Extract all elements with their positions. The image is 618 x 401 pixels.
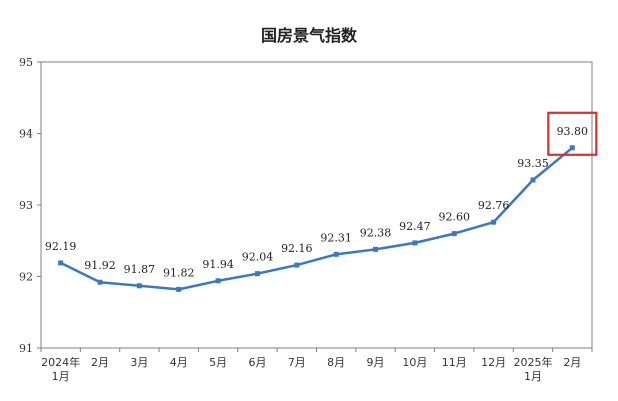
data-point xyxy=(58,260,64,266)
y-tick-label: 91 xyxy=(19,342,33,355)
data-label: 91.87 xyxy=(124,263,156,276)
data-label: 93.35 xyxy=(517,157,549,170)
y-axis: 91 92 93 94 95 xyxy=(19,56,41,355)
y-tick-label: 95 xyxy=(19,56,33,69)
x-tick-label: 1月 xyxy=(52,370,70,383)
data-label: 92.31 xyxy=(320,231,352,244)
data-point xyxy=(176,286,182,292)
x-tick-label: 2月 xyxy=(563,356,581,369)
data-label: 92.38 xyxy=(360,226,392,239)
x-tick-label: 6月 xyxy=(248,356,266,369)
x-tick-label: 11月 xyxy=(442,356,467,369)
data-point xyxy=(136,283,142,289)
data-label: 92.60 xyxy=(439,211,471,224)
data-label: 91.82 xyxy=(163,266,195,279)
data-label: 93.80 xyxy=(557,125,589,138)
data-point xyxy=(97,279,103,285)
data-point xyxy=(333,251,339,257)
data-point xyxy=(530,177,536,183)
data-points xyxy=(58,145,575,292)
data-point xyxy=(215,278,221,284)
data-label: 92.76 xyxy=(478,199,510,212)
data-label: 92.47 xyxy=(399,220,431,233)
x-tick-label: 7月 xyxy=(288,356,306,369)
data-point xyxy=(412,240,418,246)
data-label: 91.92 xyxy=(84,259,116,272)
data-point xyxy=(569,145,575,151)
data-label: 92.16 xyxy=(281,242,313,255)
chart-title: 国房景气指数 xyxy=(260,26,357,45)
data-point xyxy=(451,231,457,237)
x-tick-label: 9月 xyxy=(367,356,385,369)
x-tick-label: 8月 xyxy=(327,356,345,369)
x-tick-label: 4月 xyxy=(170,356,188,369)
y-tick-label: 92 xyxy=(19,271,33,284)
x-tick-label: 2025年 xyxy=(513,355,552,369)
series-line xyxy=(60,146,574,291)
highlight-box xyxy=(547,111,598,156)
data-label: 92.04 xyxy=(242,251,274,264)
x-tick-label: 5月 xyxy=(209,356,227,369)
data-point xyxy=(294,262,300,268)
x-tick-label: 2024年 xyxy=(41,355,80,369)
x-tick-label: 3月 xyxy=(130,356,148,369)
x-tick-label: 1月 xyxy=(524,370,542,383)
data-point xyxy=(491,219,497,225)
data-label: 92.19 xyxy=(45,240,77,253)
x-tick-label: 12月 xyxy=(481,356,506,369)
data-label: 91.94 xyxy=(202,258,234,271)
data-labels: 92.19 91.92 91.87 91.82 91.94 92.04 92.16 92.31… xyxy=(45,125,588,280)
data-point xyxy=(254,271,260,277)
y-tick-label: 93 xyxy=(19,199,33,212)
y-tick-label: 94 xyxy=(19,128,33,141)
x-tick-label: 2月 xyxy=(91,356,109,369)
x-tick-label: 10月 xyxy=(402,356,427,369)
data-point xyxy=(373,246,379,252)
